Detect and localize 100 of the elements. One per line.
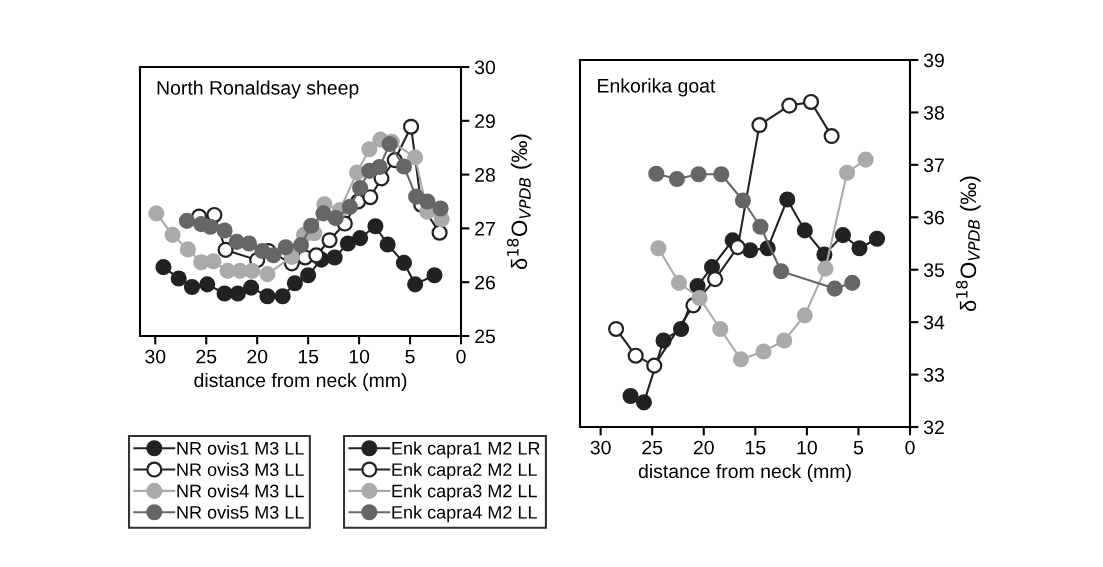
text: Enkorika goat xyxy=(598,78,716,97)
x-tick-label: 5 xyxy=(405,349,415,364)
point xyxy=(407,276,424,293)
point xyxy=(776,332,793,349)
y-tick-label: 33 xyxy=(923,368,944,382)
legend-label: Enk capra2 M2 LL xyxy=(392,462,537,480)
y-tick-label: 27 xyxy=(475,221,495,236)
point xyxy=(367,218,384,235)
point xyxy=(773,263,790,280)
x-tick-label: 0 xyxy=(456,349,466,364)
legend-label: Enk capra4 M2 LL xyxy=(392,505,537,523)
x-tick-label: 15 xyxy=(298,349,319,364)
legend-label: NR ovis5 M3 LL xyxy=(177,505,304,519)
x-axis-title: distance from neck (mm) xyxy=(194,372,407,391)
point xyxy=(265,247,282,264)
point xyxy=(668,170,685,188)
point xyxy=(426,267,443,284)
point xyxy=(300,267,317,284)
y-tick-label: 28 xyxy=(475,168,495,182)
point xyxy=(796,307,813,324)
point xyxy=(431,224,448,241)
legend-label: Enk capra3 M2 LL xyxy=(392,484,537,501)
point xyxy=(341,198,358,215)
y-tick-label: 29 xyxy=(475,114,495,129)
point xyxy=(292,237,310,254)
x-tick-label: 30 xyxy=(145,349,166,364)
legend-label: NR ovis3 M3 LL xyxy=(177,462,304,477)
point xyxy=(407,149,424,166)
point xyxy=(148,205,165,222)
legend-label: Enk capra1 M2 LR xyxy=(392,441,540,459)
y-tick-label: 25 xyxy=(475,329,496,344)
x-tick-label: 30 xyxy=(590,440,611,455)
point xyxy=(844,274,861,291)
point xyxy=(712,320,729,338)
point xyxy=(164,226,181,243)
y-axis-title: δ$^{18}$O$_{VPDB}$ (‰) xyxy=(506,134,532,270)
point xyxy=(691,289,708,307)
point xyxy=(229,285,246,302)
x-tick-label: 25 xyxy=(642,440,663,455)
point xyxy=(259,288,276,305)
point xyxy=(205,253,222,270)
point xyxy=(627,347,644,364)
x-tick-label: 10 xyxy=(349,349,370,364)
point xyxy=(752,218,769,235)
point xyxy=(690,166,707,183)
point xyxy=(217,241,234,258)
point xyxy=(361,141,378,158)
point xyxy=(650,240,667,257)
point xyxy=(274,288,291,305)
point xyxy=(802,93,820,110)
y-tick-label: 39 xyxy=(923,53,944,68)
point xyxy=(796,222,813,239)
point xyxy=(646,357,663,374)
y-tick-label: 35 xyxy=(923,263,945,277)
point xyxy=(707,271,724,288)
point xyxy=(817,260,834,277)
x-tick-label: 5 xyxy=(853,440,864,455)
point xyxy=(608,320,625,338)
point xyxy=(183,278,201,296)
point xyxy=(823,127,840,145)
x-tick-label: 0 xyxy=(905,440,915,455)
point xyxy=(178,212,195,229)
point xyxy=(713,166,730,183)
point xyxy=(259,266,276,283)
point xyxy=(179,241,196,258)
point xyxy=(170,270,187,287)
point xyxy=(352,230,369,247)
point xyxy=(419,193,436,210)
point xyxy=(857,151,874,168)
point xyxy=(732,351,749,368)
point xyxy=(622,388,639,405)
point xyxy=(371,159,388,176)
text: North Ronaldsay sheep xyxy=(157,80,359,99)
point xyxy=(202,218,219,235)
point xyxy=(216,222,233,239)
y-tick-label: 32 xyxy=(923,420,944,435)
point xyxy=(352,180,369,197)
point xyxy=(395,254,412,271)
point xyxy=(826,280,843,297)
point xyxy=(839,164,856,181)
point xyxy=(635,394,652,411)
y-axis-title: δ$^{18}$O$_{VPDB}$ (‰) xyxy=(955,176,981,312)
point xyxy=(244,262,261,279)
x-tick-label: 10 xyxy=(797,440,817,455)
x-tick-label: 20 xyxy=(247,349,268,364)
point xyxy=(734,192,751,209)
point xyxy=(327,210,344,227)
point xyxy=(755,343,772,360)
point xyxy=(199,276,216,293)
y-tick-label: 26 xyxy=(475,275,495,290)
y-tick-label: 38 xyxy=(923,105,944,120)
point xyxy=(308,247,325,264)
point xyxy=(834,227,852,244)
point xyxy=(326,249,343,266)
x-tick-label: 20 xyxy=(693,440,714,455)
y-tick-label: 37 xyxy=(923,158,944,173)
point xyxy=(277,239,294,256)
legend-label: NR ovis4 M3 LL xyxy=(177,484,304,498)
point xyxy=(339,235,356,252)
point xyxy=(216,285,233,302)
